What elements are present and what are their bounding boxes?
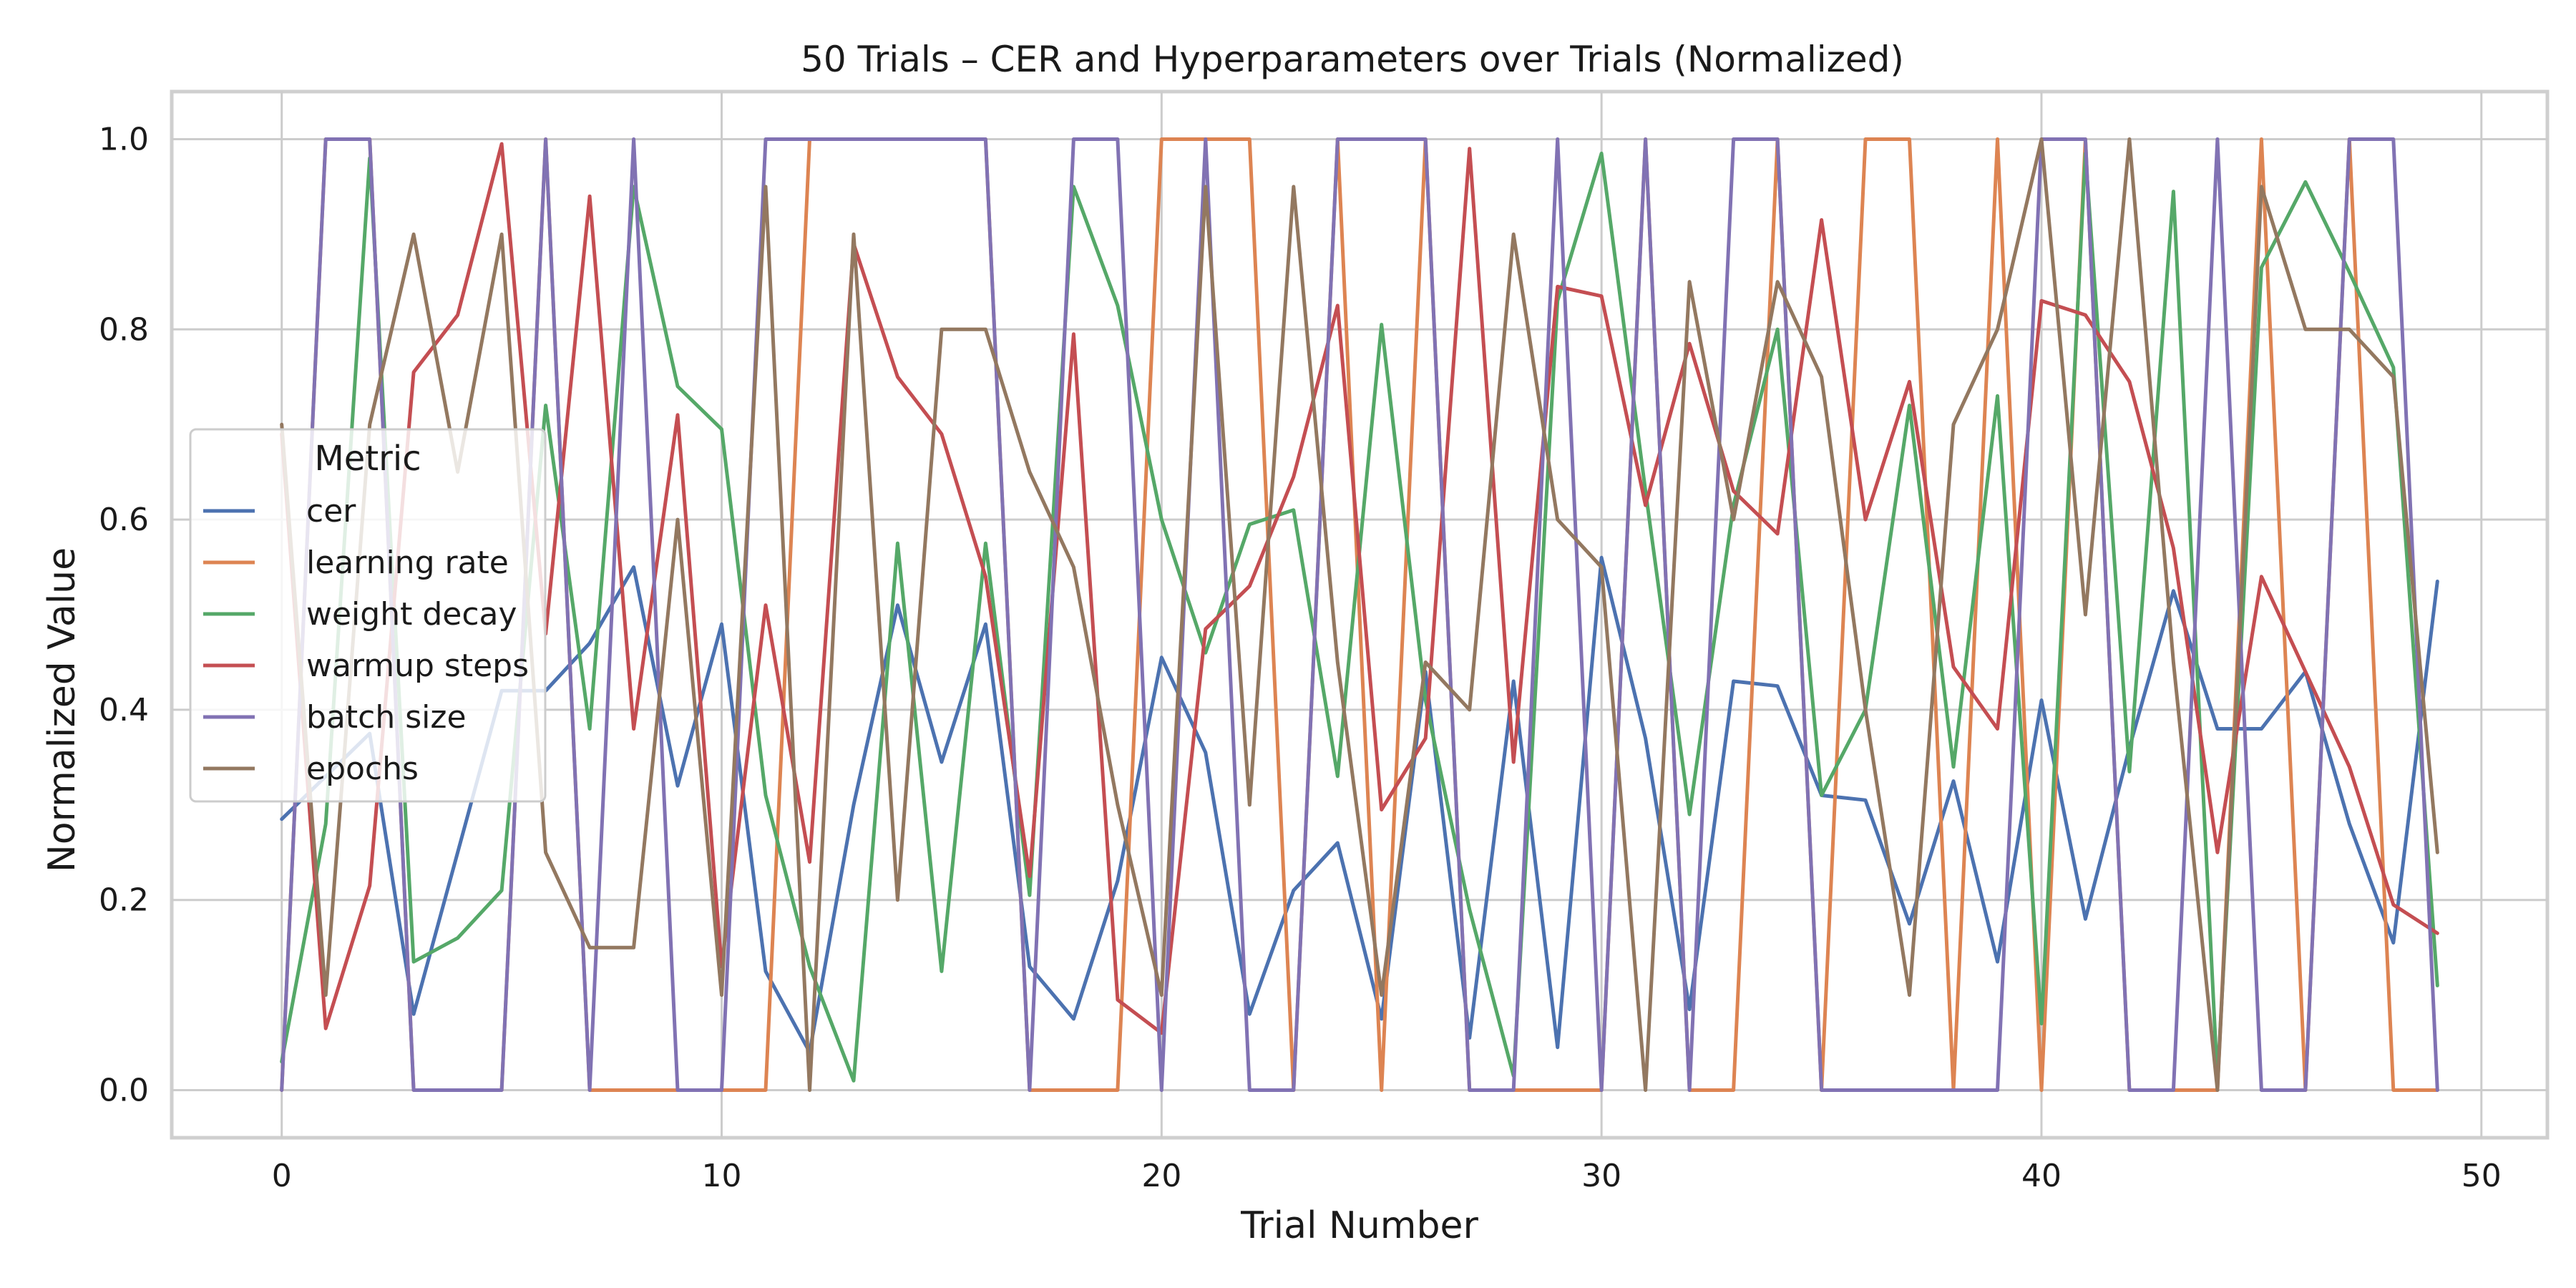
x-tick-label: 10 [702, 1158, 742, 1194]
legend-label: warmup steps [306, 648, 529, 684]
legend-box [189, 428, 547, 803]
legend: Metric cer learning rate weight decay warmu… [189, 428, 547, 803]
series-line-cer [280, 555, 2439, 1054]
y-tick-label: 0.0 [99, 1073, 149, 1109]
x-tick-label: 30 [1581, 1158, 1621, 1194]
legend-label: weight decay [306, 596, 517, 633]
y-axis-label: Normalized Value [41, 547, 84, 872]
series-line-batch-size [280, 137, 2439, 1092]
y-tick-labels: 0.0 0.2 0.4 0.6 0.8 1.0 [99, 121, 149, 1108]
x-axis-label: Trial Number [1240, 1204, 1478, 1247]
x-tick-label: 20 [1141, 1158, 1181, 1194]
series-line-warmup-steps [280, 142, 2439, 1035]
chart-title: 50 Trials – CER and Hyperparameters over… [801, 39, 1904, 80]
series-lines [280, 137, 2439, 1092]
x-tick-label: 40 [2021, 1158, 2062, 1194]
x-tick-label: 0 [272, 1158, 292, 1194]
legend-label: batch size [306, 699, 467, 736]
y-tick-label: 0.8 [99, 311, 149, 348]
y-tick-label: 0.4 [99, 692, 149, 728]
x-tick-labels: 0 10 20 30 40 50 [272, 1158, 2502, 1194]
legend-entries: cer learning rate weight decay warmup steps… [203, 493, 529, 787]
y-tick-label: 1.0 [99, 121, 149, 157]
legend-label: learning rate [306, 545, 509, 581]
legend-title: Metric [314, 439, 421, 479]
y-tick-label: 0.6 [99, 502, 149, 538]
x-tick-label: 50 [2462, 1158, 2502, 1194]
y-tick-label: 0.2 [99, 882, 149, 919]
series-line-epochs [280, 137, 2439, 1092]
legend-label: cer [306, 493, 356, 530]
legend-label: epochs [306, 751, 419, 787]
